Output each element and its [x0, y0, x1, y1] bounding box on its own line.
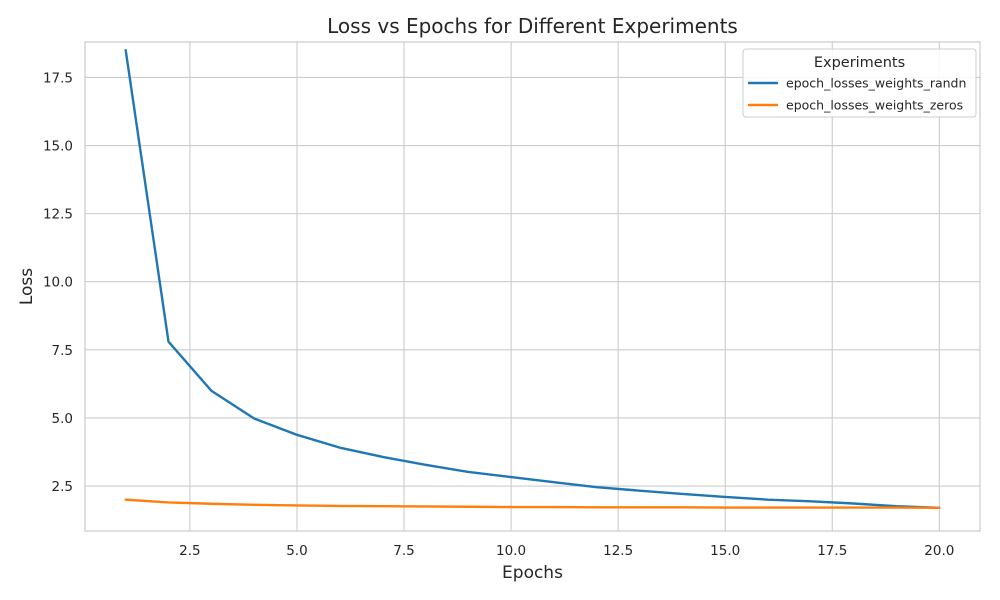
legend-items: epoch_losses_weights_randn epoch_losses_w… — [747, 76, 966, 113]
y-tick-label: 2.5 — [52, 479, 73, 495]
series-lines — [124, 48, 941, 510]
tick-labels: 2.5 5.0 7.5 10.0 12.5 15.0 17.5 20.0 2.5 5.0 7.5 10… — [43, 70, 954, 559]
plot-area — [85, 42, 980, 531]
x-tick-label: 17.5 — [817, 543, 847, 559]
x-axis-label: Epochs — [502, 563, 563, 583]
y-tick-label: 10.0 — [43, 275, 73, 291]
y-tick-label: 12.5 — [43, 207, 73, 223]
x-tick-label: 10.0 — [496, 543, 526, 559]
plot-frame — [84, 41, 981, 532]
grid-lines — [85, 42, 980, 531]
y-tick-label: 7.5 — [52, 343, 73, 359]
x-tick-label: 2.5 — [179, 543, 200, 559]
legend-title: Experiments — [814, 55, 905, 71]
legend-box — [742, 48, 977, 118]
y-tick-label: 5.0 — [52, 411, 73, 427]
x-tick-label: 20.0 — [924, 543, 954, 559]
legend: Experiments epoch_losses_weights_randnep… — [742, 48, 977, 118]
series-line-epoch_losses_weights_zeros — [124, 498, 941, 510]
legend-label: epoch_losses_weights_randn — [786, 76, 966, 91]
y-axis-label: Loss — [17, 268, 37, 305]
chart-title: Loss vs Epochs for Different Experiments — [327, 14, 738, 38]
x-tick-label: 7.5 — [393, 543, 414, 559]
y-tick-label: 17.5 — [43, 70, 73, 86]
series-line-epoch_losses_weights_randn — [124, 48, 941, 510]
x-tick-label: 15.0 — [710, 543, 740, 559]
x-tick-label: 5.0 — [286, 543, 307, 559]
x-tick-label: 12.5 — [603, 543, 633, 559]
y-tick-label: 15.0 — [43, 139, 73, 155]
legend-label: epoch_losses_weights_zeros — [786, 98, 963, 113]
